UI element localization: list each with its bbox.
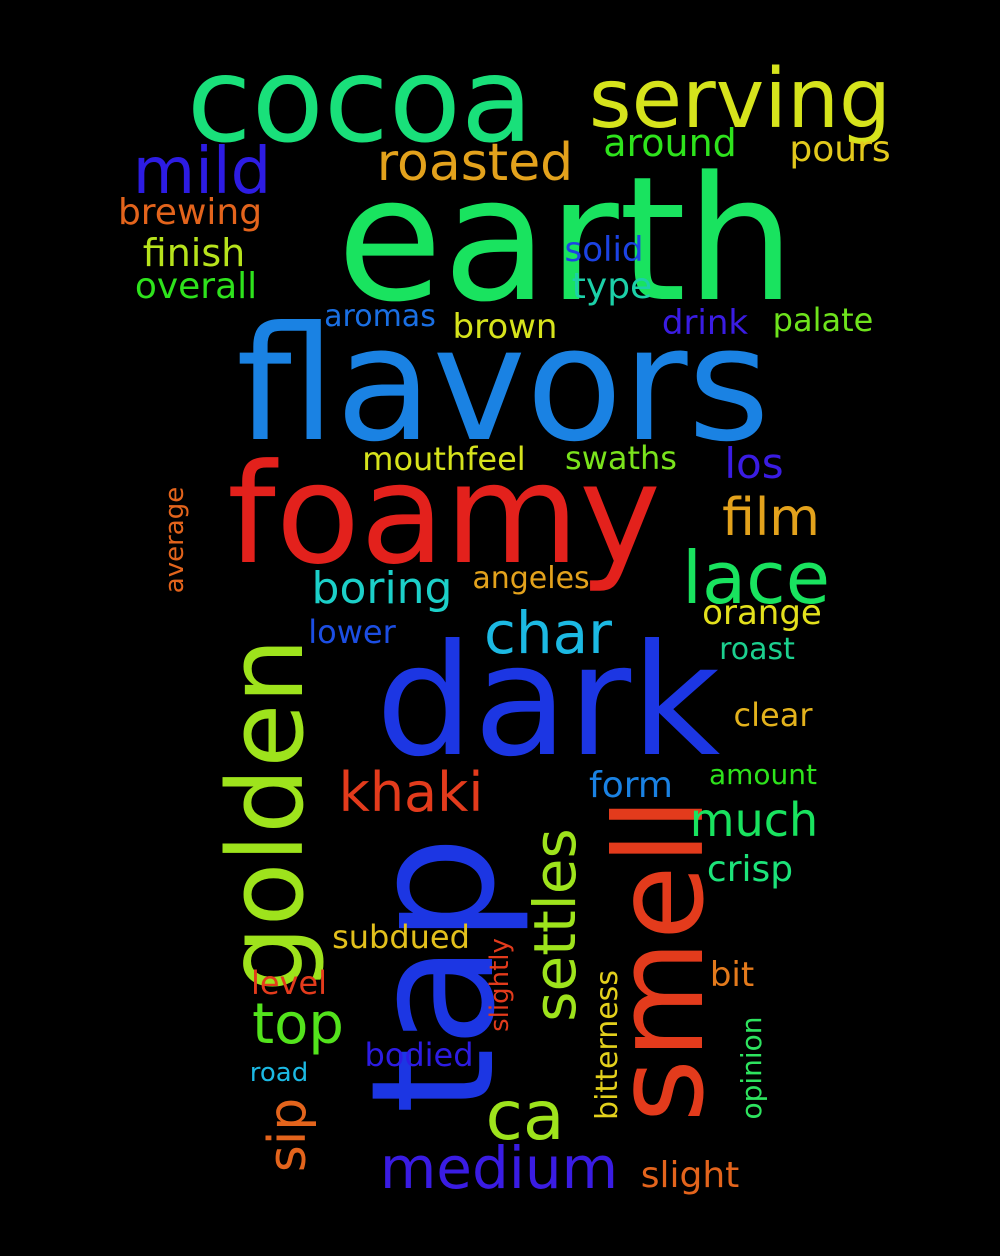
word-slight: slight [640, 1155, 740, 1196]
word-film: film [722, 488, 820, 548]
word-lace: lace [681, 536, 831, 620]
word-roast: roast [719, 632, 795, 667]
word-foamy: foamy [227, 434, 661, 595]
word-type: type [571, 266, 653, 307]
word-mild: mild [132, 135, 272, 209]
word-subdued: subdued [332, 918, 470, 956]
word-pours: pours [789, 129, 891, 170]
word-ca: ca [485, 1077, 565, 1156]
word-bit: bit [709, 955, 755, 995]
word-mouthfeel: mouthfeel [362, 440, 526, 478]
word-lower: lower [308, 613, 396, 651]
word-crisp: crisp [706, 849, 794, 890]
word-clear: clear [733, 696, 813, 734]
word-bitterness: bitterness [590, 970, 625, 1120]
word-dark: dark [375, 612, 721, 791]
word-settles: settles [521, 828, 589, 1022]
word-road: road [249, 1058, 309, 1088]
word-los: los [724, 439, 784, 488]
word-much: much [689, 793, 819, 847]
word-aromas: aromas [324, 299, 436, 334]
word-serving: serving [588, 52, 892, 147]
word-cocoa: cocoa [186, 31, 534, 169]
word-overall: overall [134, 266, 258, 307]
word-opinion: opinion [735, 1016, 768, 1120]
word-brewing: brewing [117, 192, 263, 233]
word-drink: drink [661, 303, 749, 343]
word-form: form [589, 765, 673, 806]
word-angeles: angeles [472, 561, 590, 596]
word-earth: earth [336, 139, 796, 340]
word-finish: finish [142, 231, 246, 275]
word-golden: golden [205, 637, 327, 993]
word-roasted: roasted [376, 133, 574, 193]
word-level: level [250, 964, 328, 1002]
word-around: around [603, 121, 737, 165]
word-bodied: bodied [364, 1036, 474, 1074]
word-medium: medium [379, 1134, 619, 1202]
word-char: char [483, 599, 613, 667]
word-boring: boring [311, 563, 453, 614]
word-amount: amount [708, 758, 818, 791]
word-khaki: khaki [338, 761, 484, 824]
word-average: average [160, 486, 190, 594]
word-palate: palate [772, 301, 874, 339]
word-swaths: swaths [565, 439, 677, 477]
word-brown: brown [452, 307, 558, 347]
word-sip: sip [258, 1097, 318, 1173]
word-top: top [252, 992, 344, 1057]
word-flavors: flavors [236, 293, 770, 477]
word-slightly: slightly [485, 938, 515, 1032]
word-solid: solid [564, 230, 644, 270]
word-orange: orange [702, 593, 822, 633]
